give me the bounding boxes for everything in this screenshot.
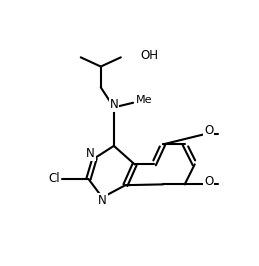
Text: N: N (110, 98, 118, 111)
Text: Me: Me (135, 95, 152, 105)
Text: N: N (86, 147, 95, 160)
Text: Cl: Cl (48, 172, 60, 185)
Text: O: O (204, 124, 213, 137)
Text: O: O (204, 175, 213, 188)
Text: N: N (98, 194, 107, 207)
Text: OH: OH (141, 48, 159, 61)
